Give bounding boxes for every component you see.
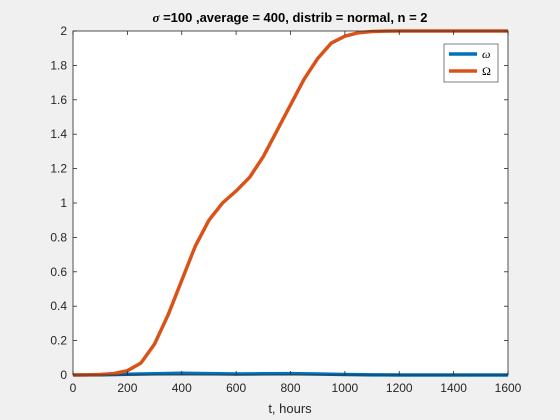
title-rest: =100 ,average = 400, distrib = normal, n… <box>159 10 427 25</box>
y-tick-label: 0 <box>60 368 67 382</box>
chart-title: σ =100 ,average = 400, distrib = normal,… <box>152 10 427 25</box>
legend-box <box>443 43 499 83</box>
x-tick-label: 1200 <box>386 381 413 395</box>
x-tick-label: 1600 <box>495 381 522 395</box>
plot-area <box>73 31 508 375</box>
y-tick-label: 0.8 <box>50 230 67 244</box>
legend-omega-lower-label: ω <box>482 47 490 61</box>
y-tick-label: 0.4 <box>50 299 67 313</box>
x-tick-label: 400 <box>172 381 192 395</box>
y-tick-label: 1.4 <box>50 127 67 141</box>
legend-omega-upper-label: Ω <box>482 64 491 78</box>
y-tick-label: 1 <box>60 196 67 210</box>
x-axis-label: t, hours <box>268 401 312 416</box>
y-tick-label: 1.8 <box>50 58 67 72</box>
axis-ticks: 0 200 400 600 800 1000 1200 1400 1600 0 0.2 0.4 0.6 0… <box>50 24 521 395</box>
legend: ω Ω <box>443 43 499 83</box>
title-sigma: σ <box>152 10 160 25</box>
x-tick-label: 800 <box>280 381 300 395</box>
y-tick-label: 1.6 <box>50 93 67 107</box>
y-tick-label: 2 <box>60 24 67 38</box>
y-tick-label: 1.2 <box>50 162 67 176</box>
x-tick-label: 1400 <box>440 381 467 395</box>
x-tick-label: 200 <box>117 381 137 395</box>
x-tick-label: 600 <box>226 381 246 395</box>
x-tick-label: 1000 <box>332 381 359 395</box>
y-tick-label: 0.2 <box>50 334 67 348</box>
y-tick-label: 0.6 <box>50 265 67 279</box>
x-tick-label: 0 <box>70 381 77 395</box>
